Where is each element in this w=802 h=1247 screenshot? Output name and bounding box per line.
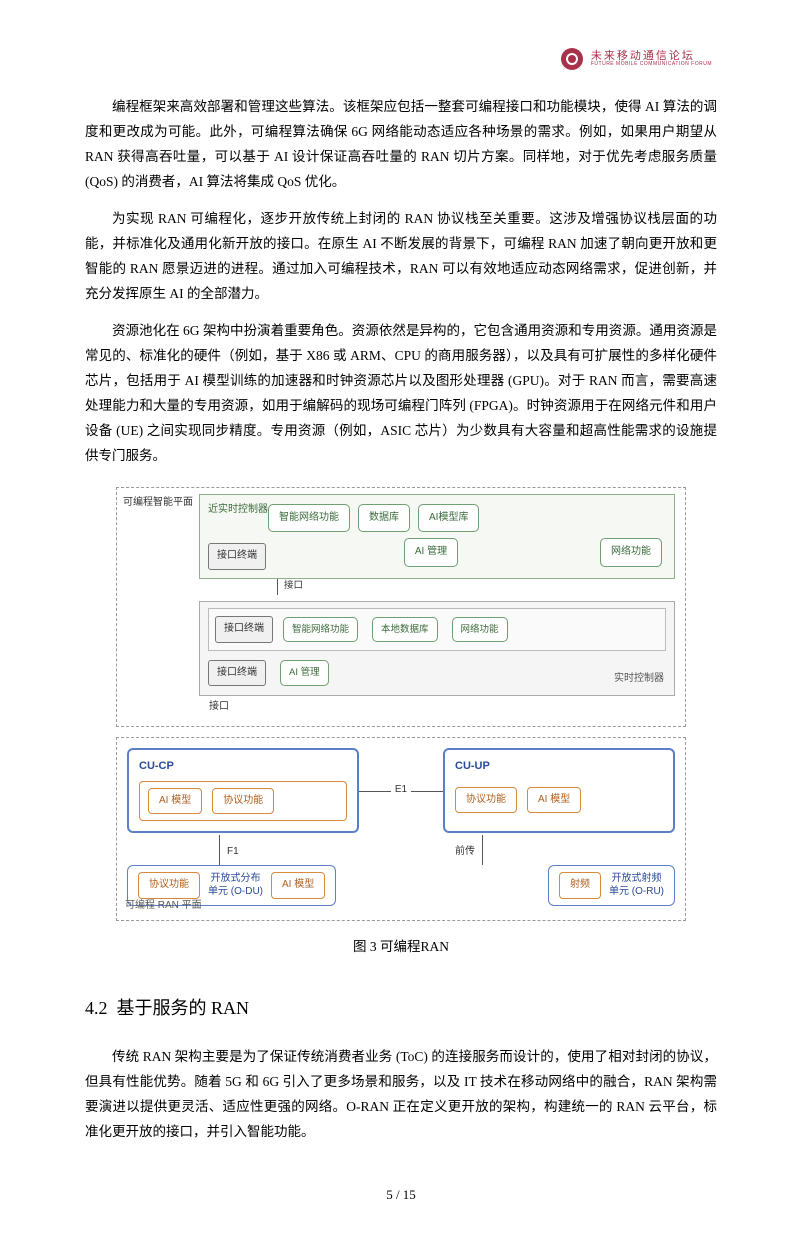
rt-fn-3: 网络功能 xyxy=(452,617,508,643)
cu-up-box: CU-UP 协议功能 AI 模型 xyxy=(443,748,675,833)
rt-controller-group: 接口终端 智能网络功能 本地数据库 网络功能 接口终端 AI 管理 实时控制器 … xyxy=(199,601,675,717)
page-header: 未来移动通信论坛 FUTURE MOBILE COMMUNICATION FOR… xyxy=(561,48,712,70)
intel-plane-box: 可编程智能平面 近实时控制器 智能网络功能 数据库 AI模型库 接口终端 AI … xyxy=(116,487,686,728)
cu-up-item-2: AI 模型 xyxy=(527,787,581,814)
fronthaul-label: 前传 xyxy=(455,843,475,862)
intel-plane-label: 可编程智能平面 xyxy=(123,494,193,513)
ru-label: 开放式射频单元 (O-RU) xyxy=(609,872,664,898)
paragraph-3: 资源池化在 6G 架构中扮演着重要角色。资源依然是异构的，它包含通用资源和专用资… xyxy=(85,319,717,469)
forum-name-en: FUTURE MOBILE COMMUNICATION FORUM xyxy=(591,62,712,68)
nrt-fn-4: AI 管理 xyxy=(404,538,458,567)
paragraph-1: 编程框架来高效部署和管理这些算法。该框架应包括一整套可编程接口和功能模块，使得 … xyxy=(85,95,717,195)
figure-3: 可编程智能平面 近实时控制器 智能网络功能 数据库 AI模型库 接口终端 AI … xyxy=(85,487,717,960)
paragraph-2: 为实现 RAN 可编程化，逐步开放传统上封闭的 RAN 协议栈至关重要。这涉及增… xyxy=(85,207,717,307)
conn-label-1: 接口 xyxy=(284,577,303,595)
cu-cp-item-1: AI 模型 xyxy=(148,788,202,815)
cu-cp-box: CU-CP AI 模型 协议功能 xyxy=(127,748,359,833)
o-ru-box: 射频 开放式射频单元 (O-RU) xyxy=(548,865,675,906)
nrt-fn-2: 数据库 xyxy=(358,504,410,533)
ran-plane-box: CU-CP AI 模型 协议功能 E1 CU-UP 协议功能 AI 模型 xyxy=(116,737,686,920)
ru-item-1: 射频 xyxy=(559,872,601,899)
cu-up-title: CU-UP xyxy=(455,756,663,776)
nrt-fn-5: 网络功能 xyxy=(600,538,662,567)
nrt-fn-1: 智能网络功能 xyxy=(268,504,350,533)
e1-label: E1 xyxy=(391,781,411,800)
rt-fn-4: AI 管理 xyxy=(280,660,329,686)
page-footer: 5 / 15 xyxy=(85,1183,717,1207)
du-item-2: AI 模型 xyxy=(271,872,325,899)
section-title: 基于服务的 RAN xyxy=(117,998,250,1018)
rt-terminal-2: 接口终端 xyxy=(208,660,266,687)
paragraph-4: 传统 RAN 架构主要是为了保证传统消费者业务 (ToC) 的连接服务而设计的，… xyxy=(85,1045,717,1145)
section-num: 4.2 xyxy=(85,998,108,1018)
rt-interface-label: 接口 xyxy=(209,698,675,717)
rt-fn-1: 智能网络功能 xyxy=(283,617,358,643)
figure-caption: 图 3 可编程RAN xyxy=(85,935,717,960)
ran-plane-label: 可编程 RAN 平面 xyxy=(125,897,202,916)
f1-label: F1 xyxy=(227,843,239,862)
rt-terminal-1: 接口终端 xyxy=(215,616,273,643)
nrt-terminal: 接口终端 xyxy=(208,543,266,570)
du-label: 开放式分布单元 (O-DU) xyxy=(208,872,263,898)
cu-up-item-1: 协议功能 xyxy=(455,787,517,814)
section-4-2-heading: 4.2 基于服务的 RAN xyxy=(85,992,717,1025)
forum-logo-icon xyxy=(561,48,583,70)
nrt-controller: 近实时控制器 智能网络功能 数据库 AI模型库 接口终端 AI 管理 网络功能 xyxy=(199,494,675,579)
conn-nrt-rt: 接口 xyxy=(277,579,675,595)
nrt-fn-3: AI模型库 xyxy=(418,504,479,533)
rt-label: 实时控制器 xyxy=(614,670,664,689)
nrt-title: 近实时控制器 xyxy=(208,501,268,520)
forum-name: 未来移动通信论坛 FUTURE MOBILE COMMUNICATION FOR… xyxy=(591,50,712,68)
e1-link: E1 xyxy=(383,748,419,833)
rt-fn-2: 本地数据库 xyxy=(372,617,438,643)
du-item-1: 协议功能 xyxy=(138,872,200,899)
cu-cp-item-2: 协议功能 xyxy=(212,788,274,815)
cu-cp-title: CU-CP xyxy=(139,756,347,776)
